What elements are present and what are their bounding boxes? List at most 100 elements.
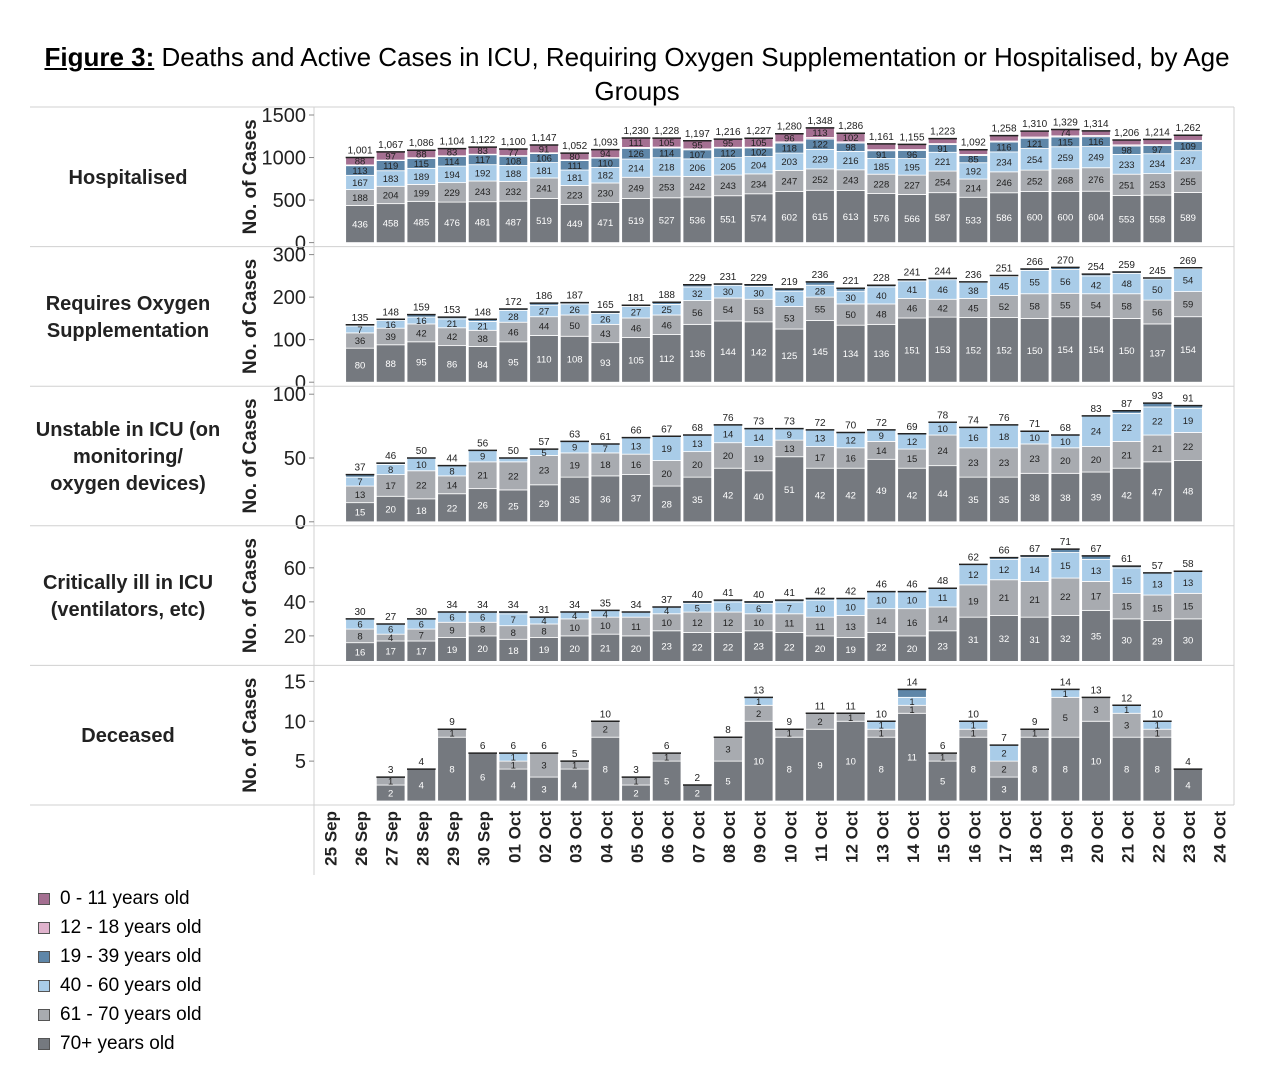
total-label: 1,348	[807, 116, 832, 127]
total-label: 1,230	[623, 126, 648, 137]
segment-label: 5	[664, 777, 669, 788]
segment-label: 150	[1027, 346, 1043, 357]
total-label: 40	[692, 590, 704, 601]
total-label: 1,214	[1145, 127, 1170, 138]
segment-label: 8	[1032, 765, 1037, 776]
segment-label: 14	[447, 480, 458, 491]
bar-segment	[927, 138, 958, 144]
segment-label: 46	[907, 304, 918, 315]
segment-label: 121	[1027, 139, 1043, 150]
segment-label: 167	[352, 178, 368, 189]
segment-label: 30	[1183, 636, 1194, 647]
bar-segment	[989, 476, 1019, 523]
segment-label: 20	[907, 644, 918, 655]
segment-label: 22	[1121, 423, 1132, 434]
segment-label: 9	[879, 431, 884, 442]
total-label: 148	[382, 307, 399, 318]
total-label: 10	[876, 709, 888, 720]
segment-label: 16	[968, 433, 979, 444]
total-label: 72	[814, 418, 826, 429]
total-label: 153	[444, 305, 461, 316]
total-label: 76	[722, 413, 734, 424]
x-tick-label: 07 Oct	[689, 811, 708, 863]
segment-label: 254	[1027, 155, 1043, 166]
figure-label: Figure 3:	[44, 42, 155, 72]
bar-segment	[989, 447, 1019, 478]
segment-label: 88	[385, 359, 396, 370]
segment-label: 22	[447, 503, 458, 514]
y-tick-label: 0	[295, 233, 306, 255]
total-label: 67	[661, 424, 673, 435]
total-label: 259	[1118, 260, 1135, 271]
segment-label: 9	[449, 625, 454, 636]
segment-label: 107	[689, 150, 705, 161]
segment-label: 40	[876, 291, 887, 302]
total-label: 83	[1090, 404, 1102, 415]
segment-label: 48	[1121, 279, 1132, 290]
segment-label: 203	[781, 157, 797, 168]
segment-label: 113	[812, 128, 827, 139]
segment-label: 22	[416, 480, 427, 491]
segment-label: 91	[937, 144, 948, 155]
segment-label: 13	[1152, 579, 1163, 590]
y-axis-title: No. of Cases	[240, 678, 261, 793]
segment-label: 1	[940, 753, 945, 764]
segment-label: 1	[511, 753, 516, 764]
y-axis-title: No. of Cases	[240, 119, 261, 234]
total-label: 27	[385, 612, 397, 623]
segment-label: 55	[1029, 278, 1040, 289]
bar-segment	[559, 635, 590, 662]
bar-segment	[467, 488, 498, 523]
segment-label: 242	[689, 182, 705, 193]
bar-segment	[774, 328, 805, 383]
bar-segment	[559, 204, 590, 243]
x-tick-label: 20 Oct	[1088, 811, 1107, 863]
bar-segment	[774, 632, 805, 662]
figure-title-text: Deaths and Active Cases in ICU, Requirin…	[161, 42, 1230, 106]
bar-segment	[406, 341, 437, 383]
bar-segment	[958, 317, 989, 383]
segment-label: 10	[661, 618, 672, 629]
x-tick-label: 29 Sep	[444, 811, 463, 866]
segment-label: 144	[720, 347, 736, 358]
bar-segment	[805, 320, 835, 383]
total-label: 1,161	[869, 132, 894, 143]
segment-label: 85	[968, 155, 979, 166]
segment-label: 20	[661, 469, 672, 480]
segment-label: 26	[477, 501, 488, 512]
segment-label: 243	[720, 181, 736, 192]
segment-label: 32	[1060, 634, 1071, 645]
segment-label: 12	[692, 618, 703, 629]
segment-label: 20	[1091, 455, 1102, 466]
segment-label: 26	[600, 314, 611, 325]
total-label: 221	[842, 276, 859, 287]
total-label: 58	[1182, 559, 1194, 570]
segment-label: 19	[968, 597, 979, 608]
segment-label: 20	[477, 644, 488, 655]
total-label: 1,122	[470, 135, 495, 146]
segment-label: 13	[784, 444, 795, 455]
y-axis-title: No. of Cases	[240, 259, 261, 374]
segment-label: 21	[1029, 595, 1040, 606]
total-label: 78	[937, 410, 949, 421]
segment-label: 28	[815, 287, 826, 298]
y-tick-label: 5	[295, 751, 306, 773]
total-label: 14	[906, 677, 918, 688]
segment-label: 93	[600, 358, 611, 369]
segment-label: 14	[723, 429, 734, 440]
segment-label: 45	[968, 303, 979, 314]
segment-label: 228	[873, 179, 889, 190]
segment-label: 6	[388, 625, 393, 636]
segment-label: 151	[904, 346, 920, 357]
total-label: 1,001	[347, 145, 372, 156]
total-label: 1,329	[1053, 118, 1078, 129]
segment-label: 10	[815, 604, 826, 615]
total-label: 9	[449, 717, 455, 728]
panel-label: Hospitalised	[69, 167, 188, 189]
bar-segment	[835, 720, 866, 802]
segment-label: 18	[416, 506, 427, 517]
segment-label: 46	[508, 328, 519, 339]
bar-segment	[897, 194, 927, 244]
segment-label: 237	[1180, 156, 1196, 167]
total-label: 187	[566, 291, 583, 302]
